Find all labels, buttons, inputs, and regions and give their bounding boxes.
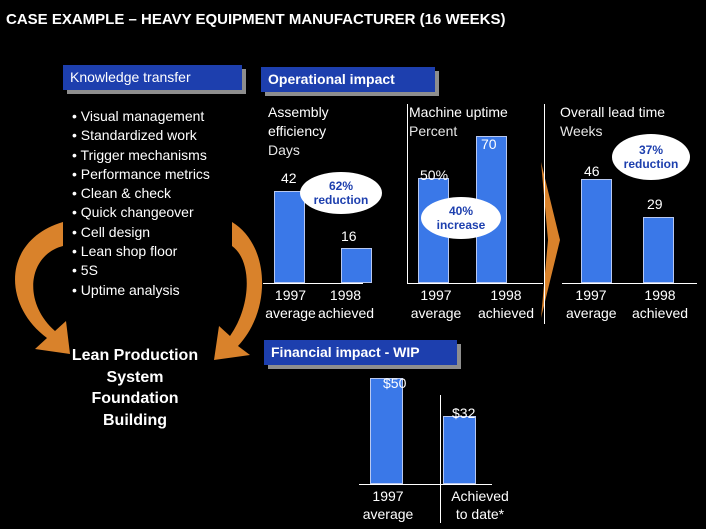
annotation-line: 37%	[638, 143, 663, 157]
right-chevron-arrow	[541, 162, 560, 318]
bar-result	[341, 247, 372, 283]
bar-value-label: 70	[481, 136, 497, 152]
change-annotation: 40% increase	[421, 197, 501, 239]
x-axis-label: 1998 achieved	[624, 286, 696, 322]
chart-header: Overall lead time Weeks	[560, 103, 665, 141]
panel-divider	[440, 395, 441, 523]
chart-baseline	[263, 283, 363, 284]
chart-header: Assembly efficiency Days	[268, 103, 329, 160]
change-annotation: 37% reduction	[612, 134, 690, 180]
bullet-item: • Visual management	[72, 108, 205, 124]
bar-baseline	[370, 378, 403, 484]
chart-unit: Percent	[409, 123, 458, 139]
change-annotation: 62% reduction	[300, 172, 382, 214]
x-axis-label-line: average	[362, 506, 414, 522]
bullet-item: • Clean & check	[72, 185, 172, 202]
bullet-item: • Cell design	[72, 223, 151, 240]
x-axis-label: Achieved to date*	[444, 487, 516, 523]
page-title: CASE EXAMPLE – HEAVY EQUIPMENT MANUFACTU…	[6, 11, 506, 28]
bullet-item: • Trigger mechanisms	[72, 146, 207, 163]
bar-value-label: 46	[584, 163, 600, 179]
chart-baseline	[359, 484, 492, 485]
bar-value-label: 42	[281, 170, 297, 186]
x-axis-label-line: average	[410, 305, 462, 321]
operational-impact-tab: Operational impact	[261, 67, 435, 92]
x-axis-label-line: 1998	[644, 287, 676, 303]
annotation-line: reduction	[313, 193, 369, 207]
x-axis-label-line: 1998	[329, 287, 362, 303]
bar-baseline	[581, 178, 612, 283]
bar-value-label: 29	[647, 196, 663, 212]
bar-result	[643, 217, 674, 283]
x-axis-label: 1998 achieved	[318, 286, 375, 322]
right-curved-arrow	[214, 222, 263, 360]
panel-divider	[407, 104, 408, 284]
left-curved-arrow	[15, 222, 70, 354]
x-axis-label-line: average	[265, 305, 316, 321]
x-axis-label-line: 1997	[372, 488, 404, 504]
bullet-item: • Quick changeover	[72, 204, 194, 221]
chart-header: Machine uptime Percent	[409, 103, 508, 141]
annotation-line: reduction	[623, 157, 679, 171]
x-axis-label: 1998 achieved	[470, 286, 542, 322]
x-axis-label-line: Achieved	[451, 488, 509, 504]
chart-title-line: Assembly	[268, 104, 329, 120]
bullet-item: • 5S	[72, 262, 98, 279]
x-axis-label: 1997 average	[566, 286, 617, 322]
annotation-line: 40%	[448, 204, 473, 218]
bullet-item: • Uptime analysis	[72, 281, 180, 298]
x-axis-label-line: achieved	[318, 305, 375, 321]
bullet-item: • Performance metrics	[72, 165, 210, 182]
bullet-item: • Standardized work	[72, 127, 197, 144]
x-axis-label: 1997 average	[405, 286, 467, 322]
bar-value-label: 16	[341, 228, 357, 244]
bar-value-label: $32	[452, 405, 476, 421]
bar-value-label: $50	[383, 375, 407, 391]
foundation-line: System	[106, 368, 164, 386]
knowledge-transfer-list: • Visual management • Standardized work • …	[72, 107, 210, 300]
panel-divider	[544, 104, 545, 324]
annotation-line: increase	[436, 218, 486, 232]
x-axis-label-line: 1997	[420, 287, 452, 303]
bar-value-label: 50%	[420, 167, 449, 183]
financial-impact-tab: Financial impact - WIP	[264, 340, 457, 365]
x-axis-label-line: 1998	[490, 287, 522, 303]
chart-unit: Weeks	[560, 123, 603, 139]
x-axis-label: 1997 average	[362, 487, 414, 523]
chart-title-line: Overall lead time	[560, 104, 666, 120]
x-axis-label-line: to date*	[455, 506, 505, 522]
x-axis-label-line: achieved	[631, 305, 689, 321]
x-axis-label-line: achieved	[477, 305, 535, 321]
chart-title-line: Machine uptime	[409, 104, 508, 120]
annotation-line: 62%	[328, 179, 353, 193]
foundation-line: Building	[103, 411, 167, 429]
chart-unit: Days	[268, 142, 300, 158]
bar-baseline	[274, 190, 305, 283]
chart-baseline	[407, 283, 543, 284]
x-axis-label-line: 1997	[575, 287, 607, 303]
x-axis-label-line: average	[566, 305, 617, 321]
foundation-label: Lean Production System Foundation Building	[54, 345, 216, 431]
knowledge-transfer-tab: Knowledge transfer	[63, 65, 242, 90]
foundation-line: Lean Production	[71, 347, 199, 364]
x-axis-label: 1997 average	[263, 286, 318, 322]
chart-title-line: efficiency	[268, 123, 327, 139]
bullet-item: • Lean shop floor	[72, 243, 178, 260]
foundation-line: Foundation	[91, 390, 179, 407]
chart-baseline	[562, 283, 697, 284]
bar-result	[443, 416, 476, 484]
x-axis-label-line: 1997	[274, 287, 307, 303]
